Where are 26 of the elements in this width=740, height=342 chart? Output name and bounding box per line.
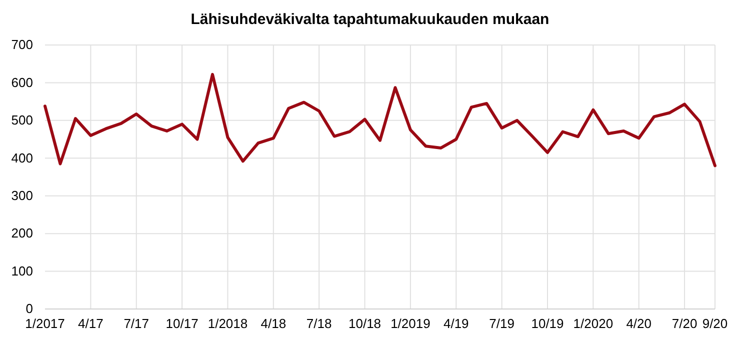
x-tick-label: 7/19	[489, 316, 514, 332]
y-tick-label: 600	[11, 74, 33, 90]
y-tick-label: 0	[26, 301, 33, 316]
x-tick-label: 1/2019	[390, 316, 430, 332]
y-tick-label: 500	[11, 112, 33, 128]
x-tick-label: 10/18	[348, 316, 382, 332]
x-tick-label: 1/2020	[573, 316, 614, 332]
chart-title: Lähisuhdeväkivalta tapahtumakuukauden mukaan	[190, 11, 550, 28]
y-tick-label: 400	[11, 150, 33, 166]
x-tick-label: 1/2018	[208, 316, 248, 332]
x-tick-label: 1/2017	[25, 316, 65, 332]
x-tick-label: 4/20	[626, 316, 652, 332]
y-tick-label: 300	[11, 188, 33, 204]
x-tick-label: 10/17	[166, 316, 198, 332]
y-tick-label: 100	[11, 263, 33, 278]
y-tick-label: 200	[11, 226, 33, 241]
y-tick-label: 700	[11, 37, 33, 52]
x-tick-label: 7/20	[672, 316, 698, 332]
line-series	[44, 72, 716, 168]
x-tick-label: 4/18	[260, 316, 286, 332]
x-tick-label: 7/17	[124, 316, 150, 332]
x-tick-label: 4/19	[443, 316, 469, 332]
x-tick-label: 7/18	[306, 316, 332, 332]
x-tick-label: 10/19	[531, 316, 564, 332]
x-tick-label: 4/17	[78, 316, 104, 332]
x-tick-label: 9/20	[702, 316, 728, 332]
